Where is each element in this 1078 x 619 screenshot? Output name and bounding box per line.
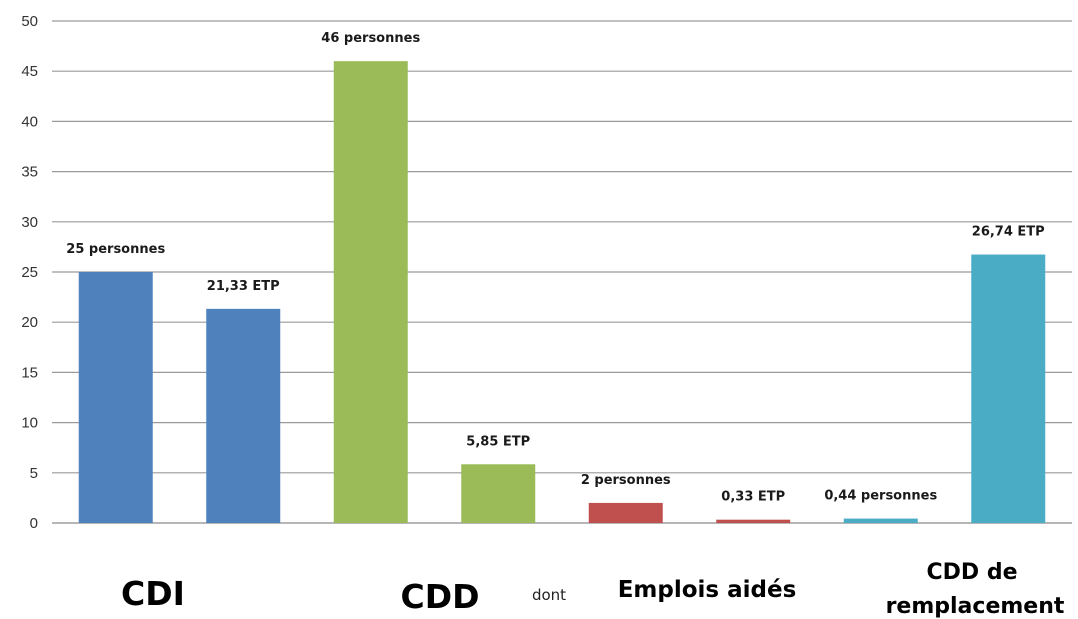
- bar-2: [206, 308, 281, 523]
- data-label-7: 0,44 personnes: [824, 489, 937, 504]
- y-tick-label: 20: [21, 314, 38, 331]
- y-tick-label: 5: [30, 465, 38, 482]
- gridlines: [52, 20, 1072, 524]
- data-label-1: 25 personnes: [66, 242, 165, 257]
- y-tick-label: 25: [21, 264, 38, 281]
- category-label-cdi: CDI: [121, 574, 185, 613]
- category-label-emplois-aides: Emplois aidés: [618, 577, 797, 603]
- y-tick-label: 30: [21, 214, 38, 231]
- bar-7: [843, 518, 918, 523]
- y-tick-label: 50: [21, 13, 38, 30]
- bar-1: [78, 272, 153, 523]
- y-tick-label: 40: [21, 113, 38, 130]
- data-label-6: 0,33 ETP: [721, 490, 785, 505]
- category-label-cdd: CDD: [400, 577, 479, 616]
- data-label-4: 5,85 ETP: [466, 434, 530, 449]
- y-tick-label: 0: [30, 515, 38, 532]
- y-tick-label: 45: [21, 63, 38, 80]
- category-labels: CDI CDD dont Emplois aidés CDD de rempla…: [121, 560, 1065, 619]
- category-label-cdd-de: CDD de: [927, 560, 1018, 585]
- y-tick-label: 15: [21, 364, 38, 381]
- data-label-8: 26,74 ETP: [972, 225, 1045, 240]
- bar-8: [971, 254, 1046, 523]
- y-tick-label: 10: [21, 415, 38, 432]
- category-label-remplacement: remplacement: [886, 594, 1065, 619]
- bar-6: [716, 519, 791, 523]
- data-labels: 25 personnes 21,33 ETP 46 personnes 5,85 ET…: [66, 31, 1044, 505]
- y-tick-label: 35: [21, 164, 38, 181]
- bars: [78, 61, 1046, 523]
- category-label-dont: dont: [532, 586, 566, 604]
- bar-3: [333, 61, 408, 523]
- y-axis-ticks: 0 5 10 15 20 25 30 35 40 45 50: [21, 13, 38, 532]
- bar-4: [461, 464, 536, 523]
- data-label-5: 2 personnes: [581, 473, 671, 488]
- data-label-2: 21,33 ETP: [207, 279, 280, 294]
- bar-5: [588, 502, 663, 523]
- data-label-3: 46 personnes: [321, 31, 420, 46]
